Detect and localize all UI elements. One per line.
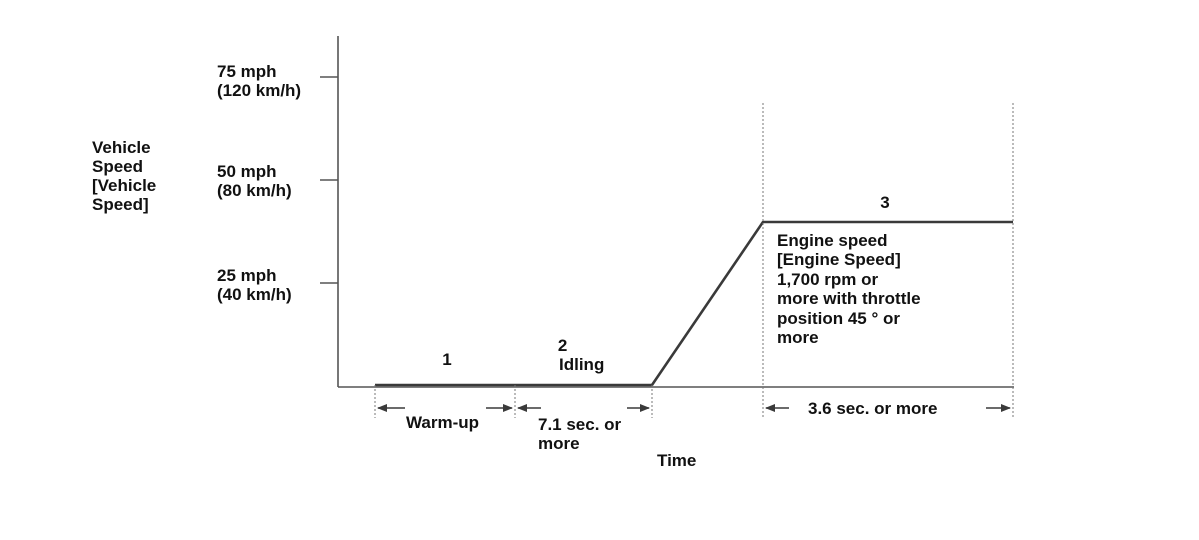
phase-3-description-line: more with throttle [777,289,921,308]
y-axis-label-line: Speed [92,157,143,176]
phase-3-description-line: more [777,328,819,347]
speed-profile-line [375,220,1013,387]
y-tick-label-line: 25 mph [217,266,277,285]
phase-3-description-line: Engine speed [777,231,888,250]
phase-3-description-line: [Engine Speed] [777,250,901,269]
y-tick-label-line: 50 mph [217,162,277,181]
y-tick-label-25: 25 mph (40 km/h) [217,266,292,304]
y-tick-label-line: (40 km/h) [217,285,292,304]
idle-duration-line: 7.1 sec. or [538,415,622,434]
y-tick-label-50: 50 mph (80 km/h) [217,162,292,200]
y-axis-label-line: Vehicle [92,138,151,157]
y-axis-label-line: [Vehicle [92,176,156,195]
phase-3-duration-label: 3.6 sec. or more [808,399,937,418]
phase-2-number: 2 [558,336,567,355]
y-axis-label: Vehicle Speed [Vehicle Speed] [92,138,161,214]
idle-duration-label: 7.1 sec. or more [538,415,626,453]
phase-2-name: Idling [559,355,604,374]
phase-3-description: Engine speed [Engine Speed] 1,700 rpm or… [777,231,925,347]
y-tick-label-line: (120 km/h) [217,81,301,100]
warmup-label: Warm-up [406,413,479,432]
idle-duration-line: more [538,434,580,453]
y-tick-label-75: 75 mph (120 km/h) [217,62,301,100]
phase-3-description-line: 1,700 rpm or [777,270,878,289]
phase-3-number: 3 [880,193,889,212]
x-axis-label: Time [657,451,696,470]
y-tick-label-line: 75 mph [217,62,277,81]
y-axis-label-line: Speed] [92,195,149,214]
phase-1-number: 1 [442,350,451,369]
phase-2-label: 2 Idling [558,336,604,374]
phase-3-description-line: position 45 ° or [777,309,900,328]
y-tick-label-line: (80 km/h) [217,181,292,200]
